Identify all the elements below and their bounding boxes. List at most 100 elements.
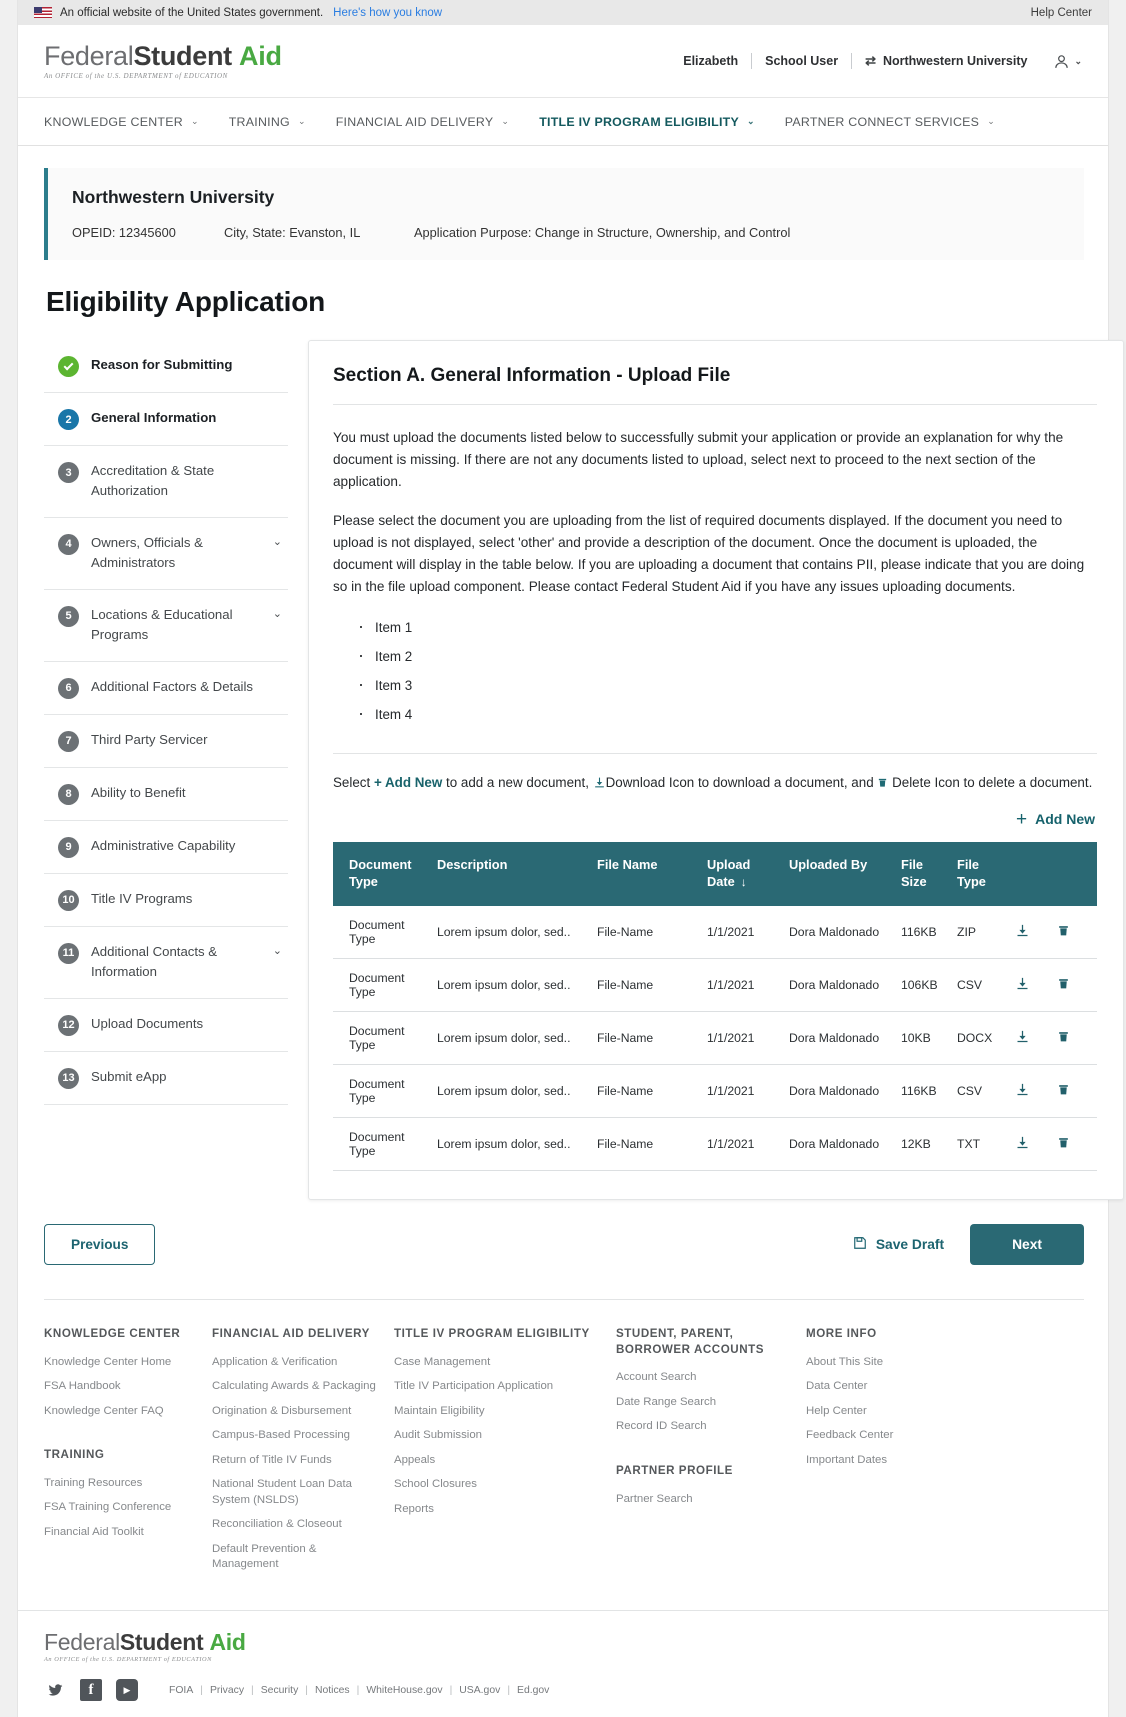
footer-link[interactable]: Appeals	[394, 1453, 436, 1466]
footer-link[interactable]: Maintain Eligibility	[394, 1404, 485, 1417]
footer-link[interactable]: Knowledge Center FAQ	[44, 1404, 164, 1417]
footer-link[interactable]: Training Resources	[44, 1476, 143, 1489]
cell-file-name: File-Name	[597, 958, 707, 1013]
column-header-6[interactable]: File Type	[957, 841, 1015, 907]
nav-item-1[interactable]: TRAINING ⌄	[229, 115, 306, 129]
nav-item-0[interactable]: KNOWLEDGE CENTER ⌄	[44, 115, 199, 129]
step-item-8[interactable]: 8 Ability to Benefit	[44, 768, 288, 821]
footer-link[interactable]: FSA Training Conference	[44, 1501, 172, 1514]
legal-link-privacy[interactable]: Privacy	[209, 1684, 245, 1696]
footer-link[interactable]: Campus-Based Processing	[212, 1429, 351, 1442]
legal-link-security[interactable]: Security	[260, 1684, 299, 1696]
trash-icon[interactable]	[1057, 923, 1070, 938]
column-header-3[interactable]: Upload Date ↓	[707, 841, 789, 907]
step-item-2[interactable]: 2 General Information	[44, 393, 288, 446]
chevron-down-icon[interactable]: ⌄	[272, 535, 282, 548]
footer-link[interactable]: FSA Handbook	[44, 1380, 121, 1393]
footer-link[interactable]: About This Site	[806, 1355, 884, 1368]
download-icon[interactable]	[1015, 1135, 1030, 1150]
column-header-5[interactable]: File Size	[901, 841, 957, 907]
step-item-6[interactable]: 6 Additional Factors & Details	[44, 662, 288, 715]
trash-icon[interactable]	[1057, 1029, 1070, 1044]
footer-link[interactable]: Account Search	[616, 1371, 697, 1384]
nav-item-4[interactable]: PARTNER CONNECT SERVICES ⌄	[785, 115, 995, 129]
trash-icon[interactable]	[1057, 976, 1070, 991]
footer-link[interactable]: Reconciliation & Closeout	[212, 1518, 342, 1531]
previous-button[interactable]: Previous	[44, 1224, 156, 1266]
step-item-4[interactable]: 4 Owners, Officials & Administrators ⌄	[44, 518, 288, 590]
download-icon[interactable]	[1015, 923, 1030, 938]
step-item-7[interactable]: 7 Third Party Servicer	[44, 715, 288, 768]
footer-link[interactable]: Origination & Disbursement	[212, 1404, 352, 1417]
youtube-icon[interactable]: ▶	[116, 1679, 138, 1702]
legal-link-whitehouse-gov[interactable]: WhiteHouse.gov	[366, 1684, 443, 1696]
next-button[interactable]: Next	[970, 1224, 1084, 1266]
step-item-5[interactable]: 5 Locations & Educational Programs ⌄	[44, 590, 288, 662]
cell-download[interactable]	[1015, 1064, 1057, 1119]
how-you-know-link[interactable]: Here's how you know	[333, 6, 443, 19]
heading-divider	[333, 404, 1097, 405]
fsa-logo[interactable]: FederalStudent Aid An OFFICE of the U.S.…	[44, 42, 282, 80]
cell-download[interactable]	[1015, 906, 1057, 960]
footer-link[interactable]: Feedback Center	[806, 1429, 894, 1442]
twitter-icon[interactable]	[44, 1679, 66, 1701]
step-item-3[interactable]: 3 Accreditation & State Authorization	[44, 446, 288, 518]
step-item-10[interactable]: 10 Title IV Programs	[44, 874, 288, 927]
column-header-0[interactable]: Document Type	[333, 841, 437, 907]
nav-item-3[interactable]: TITLE IV PROGRAM ELIGIBILITY ⌄	[539, 115, 755, 129]
cell-delete[interactable]	[1057, 906, 1097, 960]
footer-link[interactable]: Help Center	[806, 1404, 867, 1417]
cell-download[interactable]	[1015, 958, 1057, 1013]
footer-link[interactable]: Audit Submission	[394, 1429, 483, 1442]
organization-switcher[interactable]: ⇄ Northwestern University	[852, 53, 1040, 69]
footer-link[interactable]: Return of Title IV Funds	[212, 1453, 332, 1466]
footer-link[interactable]: Default Prevention & Management	[212, 1542, 317, 1571]
footer-link[interactable]: Calculating Awards & Packaging	[212, 1380, 376, 1393]
footer-link[interactable]: Important Dates	[806, 1453, 888, 1466]
download-icon[interactable]	[1015, 1082, 1030, 1097]
add-new-button[interactable]: + Add New	[1016, 810, 1095, 829]
download-icon[interactable]	[1015, 1029, 1030, 1044]
nav-item-2[interactable]: FINANCIAL AID DELIVERY ⌄	[336, 115, 509, 129]
footer-link[interactable]: Title IV Participation Application	[394, 1380, 554, 1393]
save-draft-button[interactable]: Save Draft	[853, 1236, 944, 1253]
step-item-11[interactable]: 11 Additional Contacts & Information ⌄	[44, 927, 288, 999]
step-item-13[interactable]: 13 Submit eApp	[44, 1052, 288, 1105]
facebook-icon[interactable]: f	[80, 1679, 102, 1702]
column-header-1[interactable]: Description	[437, 841, 597, 907]
cell-delete[interactable]	[1057, 1117, 1097, 1172]
cell-delete[interactable]	[1057, 1011, 1097, 1066]
step-item-1[interactable]: Reason for Submitting	[44, 340, 288, 393]
footer-link[interactable]: Reports	[394, 1502, 434, 1515]
footer-link[interactable]: Financial Aid Toolkit	[44, 1525, 144, 1538]
column-header-4[interactable]: Uploaded By	[789, 841, 901, 907]
cell-download[interactable]	[1015, 1011, 1057, 1066]
cell-delete[interactable]	[1057, 958, 1097, 1013]
step-item-9[interactable]: 9 Administrative Capability	[44, 821, 288, 874]
cell-delete[interactable]	[1057, 1064, 1097, 1119]
footer-link[interactable]: Partner Search	[616, 1492, 693, 1505]
download-icon[interactable]	[1015, 976, 1030, 991]
help-center-link[interactable]: Help Center	[1030, 6, 1092, 19]
footer-link[interactable]: Record ID Search	[616, 1420, 707, 1433]
chevron-down-icon[interactable]: ⌄	[272, 944, 282, 957]
footer-link[interactable]: Knowledge Center Home	[44, 1355, 172, 1368]
footer-link[interactable]: Date Range Search	[616, 1395, 717, 1408]
account-menu-button[interactable]: ⌄	[1053, 53, 1082, 70]
legal-link-foia[interactable]: FOIA	[169, 1684, 194, 1696]
footer-link[interactable]: Application & Verification	[212, 1355, 338, 1368]
footer-link[interactable]: Case Management	[394, 1355, 491, 1368]
trash-icon[interactable]	[1057, 1082, 1070, 1097]
footer-link[interactable]: National Student Loan Data System (NSLDS…	[212, 1478, 352, 1506]
legal-link-usa-gov[interactable]: USA.gov	[459, 1684, 501, 1696]
cell-download[interactable]	[1015, 1117, 1057, 1172]
step-item-12[interactable]: 12 Upload Documents	[44, 999, 288, 1052]
footer-fsa-logo[interactable]: FederalStudent Aid An OFFICE of the U.S.…	[44, 1630, 1084, 1663]
footer-link[interactable]: Data Center	[806, 1380, 868, 1393]
trash-icon[interactable]	[1057, 1135, 1070, 1150]
legal-link-notices[interactable]: Notices	[314, 1684, 350, 1696]
chevron-down-icon[interactable]: ⌄	[272, 607, 282, 620]
footer-link[interactable]: School Closures	[394, 1478, 477, 1491]
legal-link-ed-gov[interactable]: Ed.gov	[517, 1684, 550, 1696]
column-header-2[interactable]: File Name	[597, 841, 707, 907]
